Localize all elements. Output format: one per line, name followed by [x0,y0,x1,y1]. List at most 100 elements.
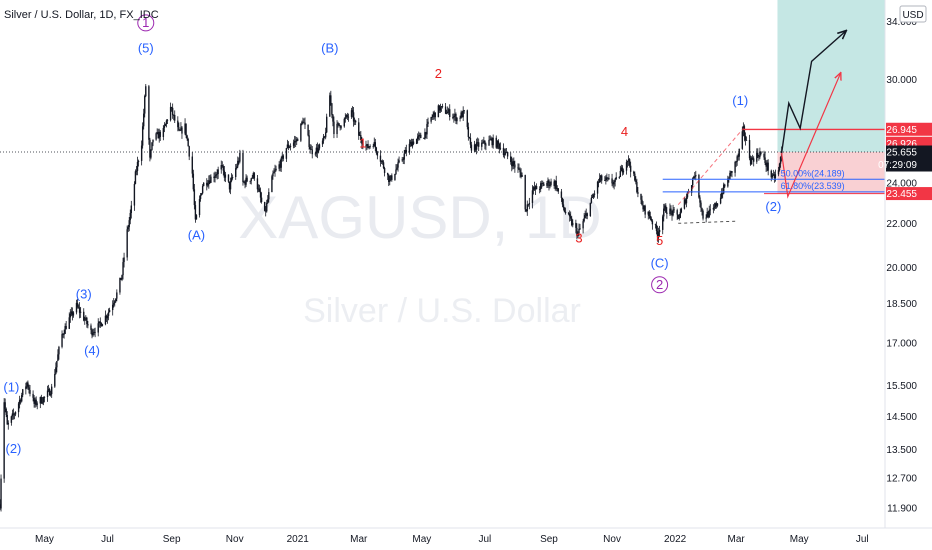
y-tick-label: 18.500 [886,299,917,310]
candle-body [145,86,147,97]
candle [456,117,458,125]
candle-body [562,204,565,209]
candle [169,102,172,122]
candle [778,162,781,172]
candle-body [108,310,111,313]
candle [223,165,226,182]
candle-body [266,202,268,212]
currency-badge-box [899,5,927,23]
candle [195,214,198,220]
candle-body [162,127,165,137]
candle-body [427,121,429,124]
candle [337,121,339,128]
candle-body [526,204,528,212]
candle-body [651,220,654,225]
candle [518,163,520,171]
x-tick-label: Mar [350,534,368,545]
candle [104,310,107,326]
candle-body [326,116,328,133]
candle-body [437,105,440,118]
candle [426,119,428,140]
candle [310,144,312,150]
candle-body [534,186,537,190]
candle [489,135,491,141]
candle-body [235,168,237,178]
candle-body [412,141,415,144]
candle-body [683,199,686,209]
candle-body [185,123,187,136]
candle-body [215,174,217,177]
candle-body [43,396,46,398]
candle-body [19,399,22,402]
candle [35,396,37,407]
candle [192,169,195,192]
candle [474,143,477,153]
candle-body [744,135,747,141]
candle-body [390,175,392,180]
candle-body [206,182,208,186]
price-tag-lower-box [886,187,932,201]
candle [741,126,744,150]
candle [293,135,296,148]
candle [366,143,368,150]
candle [438,105,441,114]
candle [251,174,253,179]
candle [484,140,486,150]
candle [526,200,528,216]
candle-body [656,230,659,238]
candle [734,160,736,177]
candle-body [187,138,189,147]
candle-body [121,275,123,280]
candle [213,172,215,183]
candle-body [556,188,558,189]
candle-body [119,277,121,293]
wave-label: 4 [621,124,628,139]
candle-body [230,177,233,182]
candle-body [278,164,280,169]
candle [618,176,620,180]
candle-body [532,187,535,191]
candle-body [308,135,310,148]
candle [289,143,292,151]
candle [766,159,768,172]
candle-body [115,298,117,302]
candle-body [137,160,140,163]
candle [368,146,370,150]
candle [58,345,60,360]
candle-body [538,189,541,190]
candle [709,204,711,216]
stop-zone [777,152,885,194]
currency-badge: USD [899,5,927,23]
candle [333,116,335,139]
candle-body [513,161,515,165]
candle [120,277,122,280]
candle-body [598,177,601,183]
y-tick-label: 24.000 [886,178,917,189]
candle [673,206,675,213]
wave-label: (2) [765,199,781,214]
candle [187,137,189,147]
candle [512,158,514,170]
candle [418,131,420,141]
candle-body [156,132,158,134]
candle-body [678,217,680,219]
candle-body [586,213,588,217]
candle-body [331,103,333,115]
candle-body [709,209,711,211]
candle-body [97,323,99,333]
candle-body [372,146,374,147]
candle-body [684,199,687,204]
candle-body [193,189,196,206]
candle [350,107,353,119]
candle [344,113,347,123]
candle-body [547,180,549,183]
candle [181,126,183,139]
candle-body [101,324,104,327]
candle-body [716,203,719,206]
x-tick-label: Jul [856,534,869,545]
candle-body [749,158,752,165]
candle-body [163,126,166,128]
